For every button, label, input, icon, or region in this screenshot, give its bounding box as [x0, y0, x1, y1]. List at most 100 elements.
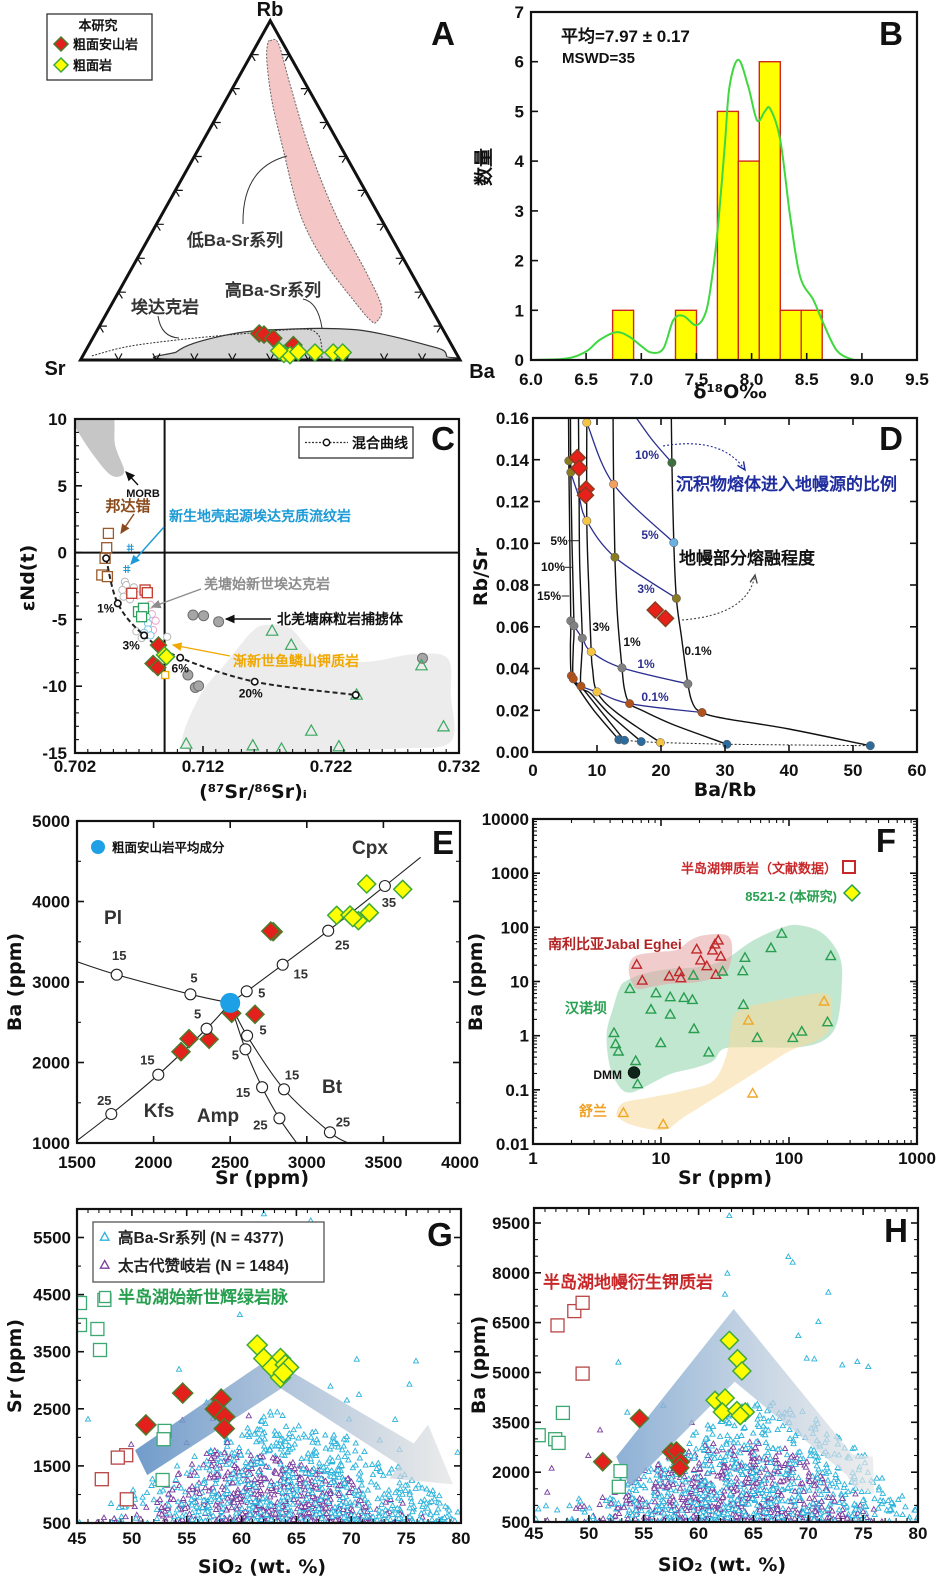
- background-point-high-ba-sr: [754, 1512, 761, 1519]
- background-point-high-ba-sr: [260, 1413, 268, 1420]
- x-tick-label: 50: [844, 761, 863, 780]
- background-point-high-ba-sr: [308, 1497, 315, 1504]
- background-point-sanukitoid: [229, 1479, 237, 1486]
- background-point-high-ba-sr: [758, 1429, 766, 1436]
- background-point-sanukitoid: [309, 1492, 316, 1499]
- qiangtang-eocene-adakite-point: [118, 585, 127, 595]
- background-point-high-ba-sr: [727, 1490, 734, 1497]
- ternary-tick: [231, 88, 240, 96]
- potassic-rock-point: [94, 1472, 109, 1487]
- background-point-high-ba-sr: [705, 1480, 713, 1487]
- hannuoba-point: [786, 1031, 799, 1043]
- background-point-sanukitoid: [186, 1510, 193, 1517]
- sediment-proportion-annotation: 沉积物熔体进入地幔源的比例: [676, 474, 897, 494]
- data-points: [249, 323, 353, 365]
- background-point-sanukitoid: [624, 1515, 632, 1522]
- model-node: [669, 538, 679, 548]
- jabal-eghei-point: [636, 974, 649, 985]
- background-point-sanukitoid: [720, 1487, 728, 1494]
- background-point-high-ba-sr: [188, 1495, 195, 1502]
- background-point-sanukitoid: [304, 1475, 312, 1482]
- x-tick-label: 20: [652, 761, 671, 780]
- background-point-high-ba-sr: [219, 1493, 227, 1500]
- shulan-point: [746, 1087, 759, 1098]
- background-point-high-ba-sr: [817, 1478, 824, 1485]
- background-point-sanukitoid: [202, 1484, 209, 1491]
- partial-melting-label: 5%: [550, 534, 568, 548]
- background-point-high-ba-sr: [417, 1498, 425, 1505]
- mixing-percent-label: 6%: [172, 662, 190, 676]
- background-point-high-ba-sr: [327, 1382, 334, 1389]
- background-point-high-ba-sr: [328, 1466, 335, 1473]
- background-point-high-ba-sr: [641, 1500, 649, 1507]
- background-point-sanukitoid: [354, 1511, 362, 1518]
- background-point-high-ba-sr: [704, 1469, 712, 1476]
- background-point-high-ba-sr: [454, 1508, 461, 1515]
- background-point-high-ba-sr: [251, 1497, 259, 1504]
- background-point-high-ba-sr: [356, 1507, 364, 1514]
- background-point-high-ba-sr: [690, 1506, 697, 1513]
- background-point-sanukitoid: [387, 1495, 395, 1502]
- background-point-high-ba-sr: [253, 1454, 260, 1461]
- ternary-tick: [433, 325, 443, 333]
- background-point-sanukitoid: [733, 1512, 740, 1519]
- background-point-high-ba-sr: [318, 1484, 326, 1491]
- background-point-high-ba-sr: [862, 1502, 869, 1509]
- background-point-high-ba-sr: [894, 1496, 902, 1503]
- background-point-high-ba-sr: [207, 1447, 215, 1454]
- axes: 6.0 6.5 7.0 7.5 8.0 8.5 9.0 9.5 0 1 2 3 4 5 6 7 δ¹⁸O‰ 数量 B: [472, 3, 929, 403]
- trachyte-point: [333, 342, 353, 363]
- background-point-sanukitoid: [287, 1462, 295, 1469]
- background-point-sanukitoid: [296, 1475, 303, 1482]
- background-point-sanukitoid: [756, 1506, 764, 1513]
- x-tick-label: 45: [68, 1529, 87, 1548]
- background-point-sanukitoid: [599, 1493, 606, 1500]
- trachyandesite-point: [170, 1041, 192, 1062]
- mineral-label: Bt: [322, 1077, 343, 1098]
- background-point-high-ba-sr: [753, 1466, 760, 1473]
- background-point-high-ba-sr: [633, 1511, 640, 1518]
- green-triangle-point: [414, 658, 429, 671]
- trachyte-point: [730, 1405, 751, 1426]
- annotation-label: 渐新世鱼鳞山钾质岩: [233, 653, 359, 669]
- background-point-high-ba-sr: [811, 1355, 818, 1362]
- annotation-arrow-head: [171, 642, 183, 651]
- background-point-high-ba-sr: [727, 1436, 735, 1443]
- background-point-high-ba-sr: [638, 1507, 645, 1514]
- background-point-high-ba-sr: [640, 1473, 648, 1480]
- background-point-high-ba-sr: [391, 1415, 399, 1422]
- granulite-xenolith-point: [182, 669, 194, 681]
- background-point-sanukitoid: [676, 1484, 684, 1491]
- background-point-high-ba-sr: [825, 1288, 832, 1295]
- background-point-high-ba-sr: [255, 1468, 262, 1475]
- ternary-tick: [174, 189, 183, 197]
- background-point-high-ba-sr: [231, 1449, 238, 1456]
- background-point-high-ba-sr: [341, 1452, 349, 1459]
- background-point-sanukitoid: [731, 1451, 738, 1458]
- background-point-high-ba-sr: [149, 1475, 156, 1482]
- partial-melting-annotation: 地幔部分熔融程度: [679, 548, 816, 568]
- background-point-sanukitoid: [692, 1510, 700, 1517]
- diabase-dyke-point: [613, 1463, 628, 1479]
- fractionation-step-marker: [105, 1107, 118, 1121]
- background-point-sanukitoid: [122, 1513, 129, 1520]
- background-point-sanukitoid: [234, 1489, 242, 1496]
- background-point-sanukitoid: [584, 1452, 592, 1459]
- background-point-high-ba-sr: [380, 1490, 388, 1497]
- background-point-sanukitoid: [252, 1505, 260, 1512]
- background-point-high-ba-sr: [244, 1448, 252, 1455]
- background-point-high-ba-sr: [304, 1449, 312, 1456]
- background-point-high-ba-sr: [428, 1490, 435, 1497]
- background-point-high-ba-sr: [912, 1506, 918, 1513]
- background-point-high-ba-sr: [778, 1497, 786, 1504]
- background-point-high-ba-sr: [242, 1458, 250, 1465]
- background-point-sanukitoid: [762, 1465, 770, 1472]
- background-point-high-ba-sr: [330, 1438, 338, 1445]
- background-point-high-ba-sr: [178, 1500, 186, 1507]
- background-point-high-ba-sr: [223, 1486, 231, 1493]
- background-point-high-ba-sr: [731, 1462, 738, 1469]
- background-point-high-ba-sr: [755, 1423, 763, 1430]
- background-point-high-ba-sr: [681, 1489, 689, 1496]
- x-tick-label: 4000: [441, 1153, 479, 1172]
- background-point-sanukitoid: [730, 1487, 737, 1494]
